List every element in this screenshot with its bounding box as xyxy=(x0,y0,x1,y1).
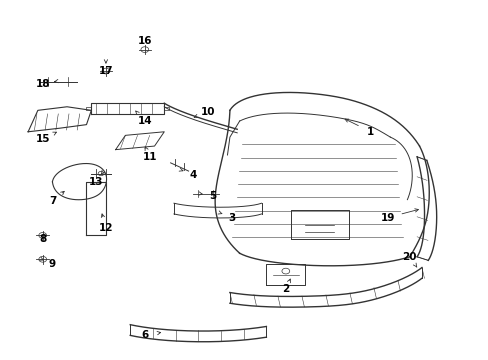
Text: 5: 5 xyxy=(209,191,216,201)
Text: 9: 9 xyxy=(49,259,56,269)
Text: 17: 17 xyxy=(99,66,113,76)
Text: 15: 15 xyxy=(36,134,50,144)
Text: 2: 2 xyxy=(282,284,289,294)
Text: 10: 10 xyxy=(201,107,215,117)
Text: 7: 7 xyxy=(49,197,56,206)
Text: 19: 19 xyxy=(380,212,394,222)
Text: 3: 3 xyxy=(228,212,236,222)
Text: 6: 6 xyxy=(141,330,148,341)
Text: 13: 13 xyxy=(89,177,103,187)
Text: 4: 4 xyxy=(189,170,197,180)
Text: 18: 18 xyxy=(36,78,50,89)
Text: 1: 1 xyxy=(366,127,374,137)
Text: 14: 14 xyxy=(137,116,152,126)
Text: 11: 11 xyxy=(142,152,157,162)
Text: 8: 8 xyxy=(39,234,46,244)
Text: 12: 12 xyxy=(99,223,113,233)
Text: 20: 20 xyxy=(402,252,416,262)
Text: 16: 16 xyxy=(137,36,152,46)
